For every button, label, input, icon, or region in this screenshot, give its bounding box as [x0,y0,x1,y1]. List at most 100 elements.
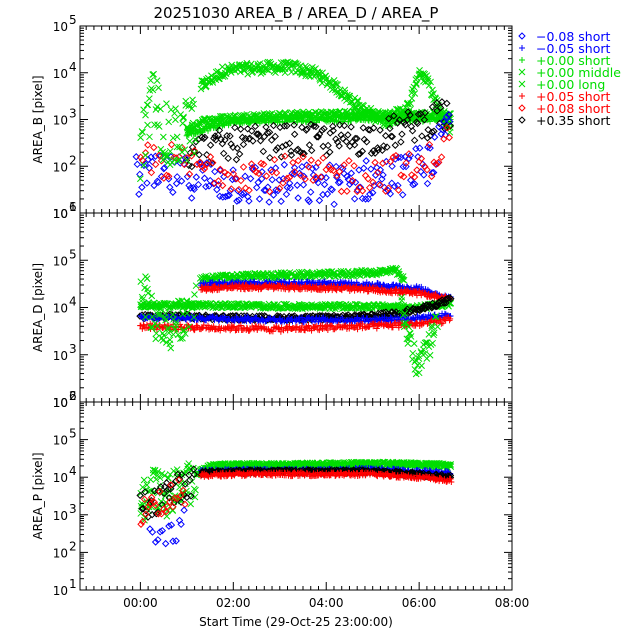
data-point [181,146,189,154]
data-point [305,163,313,171]
data-point [166,183,174,191]
data-point [255,195,264,203]
data-point [384,184,393,192]
data-point [220,316,227,323]
data-point [239,163,248,171]
data-point [154,322,161,330]
data-point [351,134,359,143]
data-point [162,316,169,324]
data-point [259,160,268,169]
data-point [402,319,410,326]
data-point [355,183,364,192]
data-point [447,315,454,322]
data-point [434,158,443,167]
data-point [290,164,299,172]
data-point [401,121,410,129]
data-point [183,156,191,164]
data-point [251,122,260,131]
data-point [290,168,299,176]
data-point [379,159,387,167]
data-point [210,323,217,330]
data-point [320,180,329,189]
data-point [383,143,391,151]
data-point [440,135,448,143]
data-point [439,117,448,125]
data-point [364,175,372,183]
chart-title: 20251030 AREA_B / AREA_D / AREA_P [154,4,439,23]
data-point [249,137,257,145]
data-point [223,113,230,121]
y-tick-label: 10 [53,207,68,221]
data-point [280,278,287,285]
data-point [179,120,187,127]
data-point [432,160,441,168]
data-point [142,151,149,159]
data-point [245,186,253,195]
data-point [227,140,235,148]
data-point [212,136,220,144]
data-point [227,185,236,193]
data-point [224,170,232,179]
data-point [312,122,320,131]
data-point [195,151,203,159]
data-point [302,327,309,334]
data-point [335,167,344,176]
data-point [343,187,351,195]
data-point [159,133,167,141]
data-point [194,180,203,189]
data-point [406,151,415,160]
data-point [367,165,375,173]
data-point [415,355,423,362]
data-point [155,84,162,92]
data-point [298,123,306,132]
data-point [144,141,152,149]
data-point [143,321,150,328]
y-tick-exponent: 4 [69,295,77,309]
data-point [233,144,242,152]
data-point [344,131,352,139]
y-tick-label: 10 [53,67,68,81]
data-point [279,179,287,187]
data-point [275,325,282,332]
data-point [351,178,360,187]
data-point [428,322,436,330]
y-tick-label: 10 [53,114,68,128]
data-point [424,143,432,151]
data-point [430,90,437,97]
data-point [387,132,395,141]
data-point [404,108,412,116]
data-point [185,170,194,178]
data-point [206,141,215,149]
data-point [221,168,229,177]
data-point [235,150,244,158]
data-point [179,334,186,342]
data-point [300,172,308,181]
data-point [167,344,175,352]
data-point [445,117,454,126]
data-point [223,192,232,200]
data-point [152,335,160,343]
data-point [356,149,364,158]
data-point [235,185,243,194]
data-point [214,131,222,139]
data-point [347,169,356,177]
data-point [436,103,445,112]
data-point [391,141,400,149]
data-point [162,171,171,180]
data-point [142,111,149,119]
data-point [256,60,264,68]
data-point [142,313,149,321]
data-point [402,159,410,167]
data-point [173,173,181,181]
data-point [446,317,453,324]
data-point [423,179,432,188]
data-point [269,328,276,335]
data-point [144,121,151,129]
data-point [192,136,200,144]
data-point [388,266,396,274]
data-point [217,327,224,334]
data-point [385,114,393,123]
data-point [203,160,211,168]
